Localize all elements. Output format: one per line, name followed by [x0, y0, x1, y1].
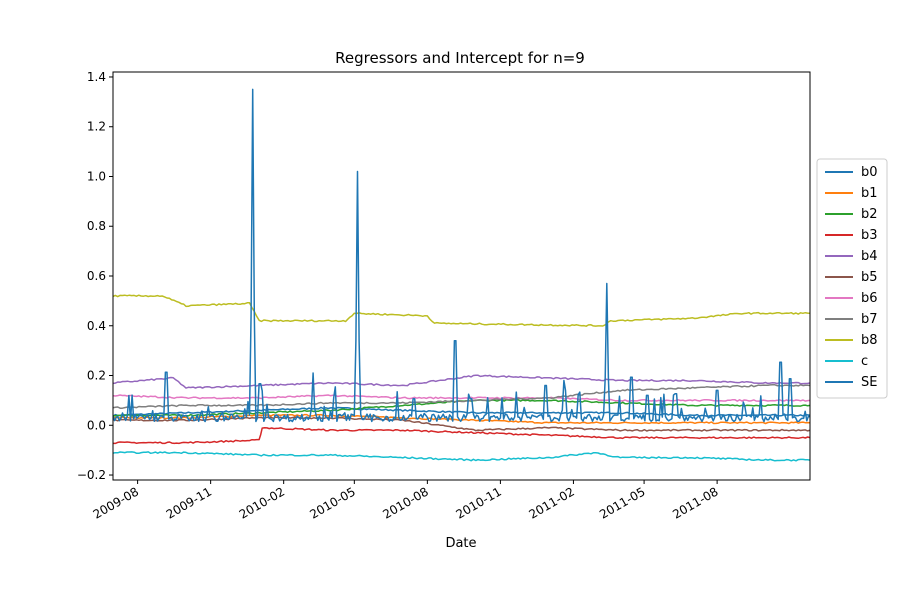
y-tick-label: −0.2: [77, 468, 106, 482]
series-line-b0: [113, 406, 810, 417]
x-tick-label: 2011-02: [527, 484, 577, 521]
y-tick-label: 1.4: [87, 70, 106, 84]
x-tick-label: 2010-02: [237, 484, 287, 521]
legend-label: b6: [861, 291, 878, 306]
legend-label: b0: [861, 165, 878, 180]
y-tick-label: 0.0: [87, 418, 106, 432]
x-tick-label: 2009-08: [91, 484, 141, 521]
legend-label: b5: [861, 270, 878, 285]
x-tick-label: 2010-08: [380, 484, 430, 521]
legend-label: c: [861, 354, 868, 369]
series-line-b3: [113, 427, 810, 445]
x-tick-label: 2010-11: [453, 484, 503, 521]
series-layer: [113, 88, 810, 462]
y-tick-label: 0.2: [87, 369, 106, 383]
legend-label: b2: [861, 207, 878, 222]
y-tick-label: 1.0: [87, 169, 106, 183]
y-axis: −0.2 0.0 0.2 0.4 0.6 0.8 1.0 1.2 1.4: [77, 70, 113, 482]
legend-label: b8: [861, 333, 878, 348]
x-tick-label: 2010-05: [307, 484, 357, 521]
x-axis-label: Date: [445, 536, 476, 551]
x-tick-label: 2011-08: [670, 484, 720, 521]
series-line-b6: [113, 394, 810, 402]
legend-label: b1: [861, 186, 878, 201]
x-tick-label: 2011-05: [597, 484, 647, 521]
legend-label: b7: [861, 312, 878, 327]
y-tick-label: 0.6: [87, 269, 106, 283]
series-line-b7: [113, 384, 810, 409]
legend-label: b4: [861, 249, 878, 264]
series-line-b8: [113, 294, 810, 327]
y-tick-label: 1.2: [87, 120, 106, 134]
legend: b0 b1 b2 b3 b4 b5 b6 b7 b8 c SE: [816, 158, 888, 399]
x-tick-label: 2009-11: [164, 484, 214, 521]
series-line-c: [113, 451, 810, 462]
chart-title: Regressors and Intercept for n=9: [335, 49, 585, 67]
y-tick-label: 0.4: [87, 319, 106, 333]
series-line-b4: [113, 374, 810, 389]
legend-label: b3: [861, 228, 878, 243]
x-axis: 2009-08 2009-11 2010-02 2010-05 2010-08 2010-…: [91, 480, 721, 522]
series-line-SE: [113, 88, 810, 423]
legend-box: [816, 158, 888, 399]
legend-label: SE: [861, 375, 877, 390]
y-tick-label: 0.8: [87, 219, 106, 233]
